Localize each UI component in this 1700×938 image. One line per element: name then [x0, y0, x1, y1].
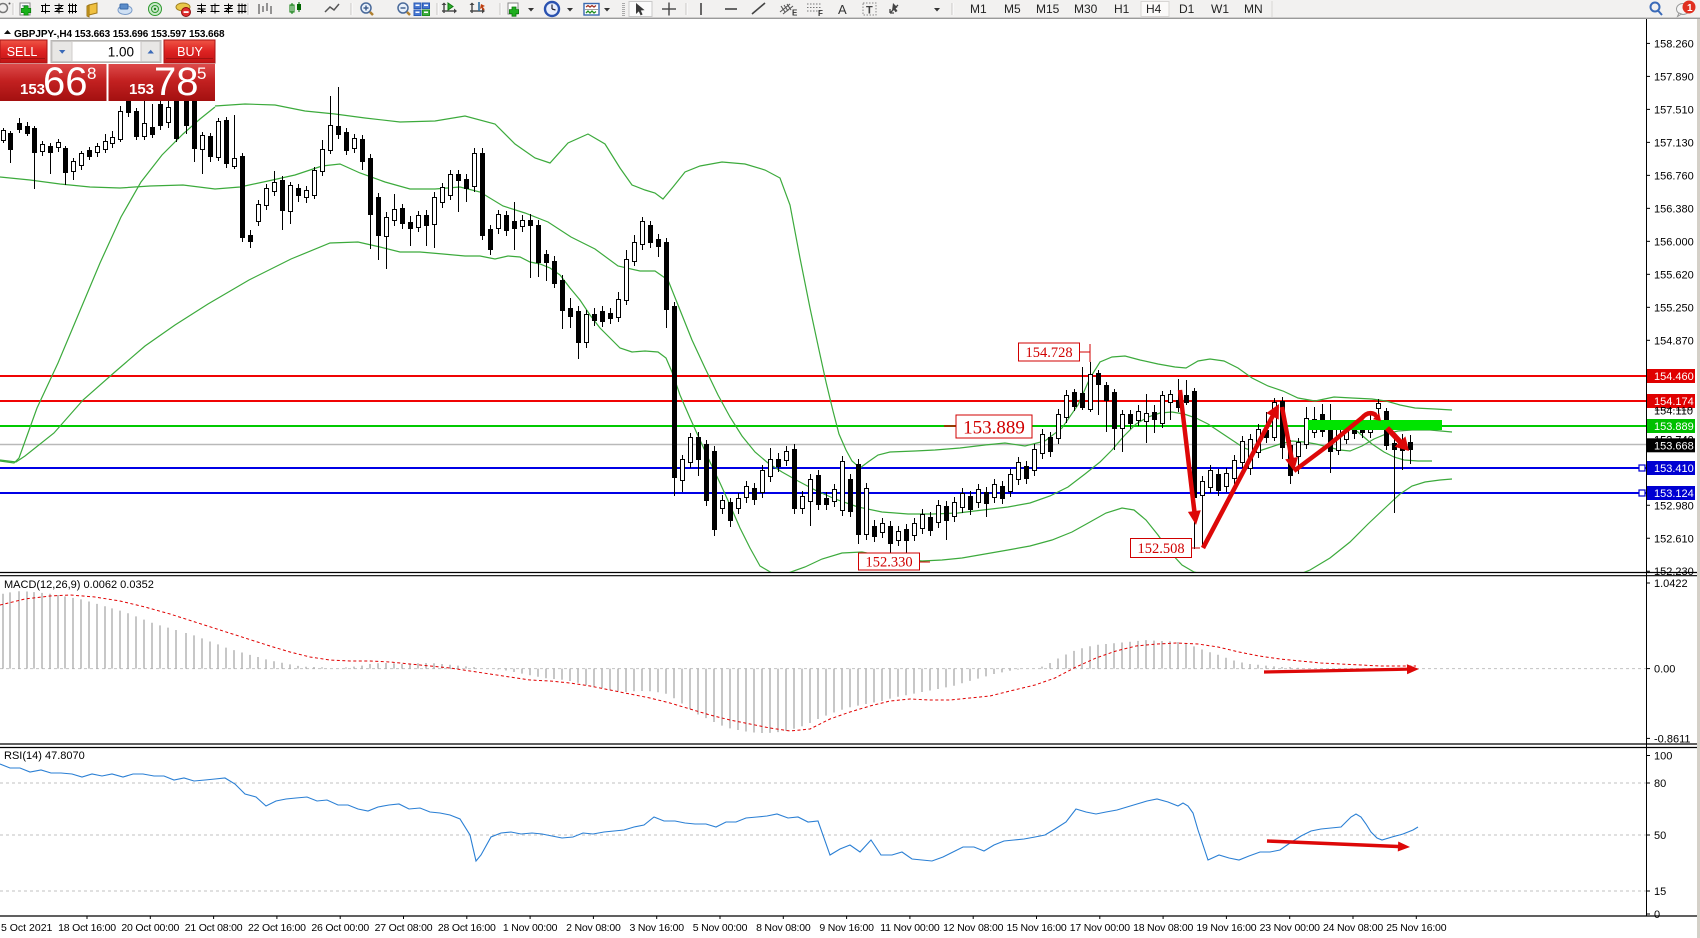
svg-text:W1: W1	[1211, 2, 1229, 16]
svg-text:RSI(14) 47.8070: RSI(14) 47.8070	[4, 750, 85, 762]
svg-text:22 Oct 16:00: 22 Oct 16:00	[248, 922, 306, 934]
svg-text:M15: M15	[1036, 2, 1060, 16]
svg-text:152.610: 152.610	[1654, 533, 1694, 545]
svg-text:1.0422: 1.0422	[1654, 578, 1688, 590]
svg-text:5: 5	[197, 64, 206, 83]
svg-text:1: 1	[1687, 3, 1693, 14]
svg-text:E: E	[792, 9, 798, 18]
svg-text:66: 66	[43, 60, 88, 104]
svg-text:8: 8	[87, 64, 96, 83]
svg-text:D1: D1	[1179, 2, 1195, 16]
svg-text:153.124: 153.124	[1654, 488, 1694, 500]
svg-text:154.728: 154.728	[1025, 345, 1072, 361]
svg-text:A: A	[838, 2, 847, 17]
svg-text:9 Nov 16:00: 9 Nov 16:00	[819, 922, 874, 934]
svg-text:28 Oct 16:00: 28 Oct 16:00	[438, 922, 496, 934]
svg-text:M1: M1	[970, 2, 987, 16]
svg-text:80: 80	[1654, 778, 1666, 790]
svg-text:18 Oct 16:00: 18 Oct 16:00	[58, 922, 116, 934]
svg-text:156.000: 156.000	[1654, 236, 1694, 248]
svg-text:155.620: 155.620	[1654, 269, 1694, 281]
svg-text:H1: H1	[1114, 2, 1130, 16]
svg-text:153.889: 153.889	[963, 417, 1025, 438]
svg-text:BUY: BUY	[177, 45, 203, 59]
svg-text:21 Oct 08:00: 21 Oct 08:00	[185, 922, 243, 934]
svg-text:153: 153	[129, 81, 154, 98]
svg-text:153.410: 153.410	[1654, 463, 1694, 475]
svg-text:1.00: 1.00	[108, 45, 134, 60]
svg-text:0: 0	[1654, 909, 1660, 921]
svg-text:3 Nov 16:00: 3 Nov 16:00	[629, 922, 684, 934]
svg-text:5 Oct 2021: 5 Oct 2021	[1, 922, 53, 934]
svg-text:11 Nov 00:00: 11 Nov 00:00	[880, 922, 940, 934]
svg-text:156.380: 156.380	[1654, 203, 1694, 215]
svg-text:50: 50	[1654, 830, 1666, 842]
svg-text:153.889: 153.889	[1654, 421, 1694, 433]
svg-text:78: 78	[154, 60, 199, 104]
svg-text:1 Nov 00:00: 1 Nov 00:00	[503, 922, 558, 934]
svg-text:154.174: 154.174	[1654, 396, 1694, 408]
svg-text:153: 153	[20, 81, 45, 98]
svg-text:154.460: 154.460	[1654, 371, 1694, 383]
svg-text:17 Nov 00:00: 17 Nov 00:00	[1070, 922, 1130, 934]
svg-text:15: 15	[1654, 886, 1666, 898]
svg-text:H4: H4	[1146, 2, 1162, 16]
svg-text:M5: M5	[1004, 2, 1021, 16]
svg-text:157.510: 157.510	[1654, 104, 1694, 116]
svg-text:158.260: 158.260	[1654, 38, 1694, 50]
svg-text:20 Oct 00:00: 20 Oct 00:00	[121, 922, 179, 934]
svg-text:19 Nov 16:00: 19 Nov 16:00	[1196, 922, 1256, 934]
svg-text:157.890: 157.890	[1654, 71, 1694, 83]
svg-text:0.00: 0.00	[1654, 664, 1675, 676]
svg-text:152.508: 152.508	[1137, 541, 1184, 557]
svg-text:154.110: 154.110	[1654, 405, 1693, 417]
svg-text:15 Nov 16:00: 15 Nov 16:00	[1006, 922, 1066, 934]
svg-text:152.230: 152.230	[1654, 566, 1694, 578]
svg-text:23 Nov 00:00: 23 Nov 00:00	[1260, 922, 1320, 934]
svg-text:SELL: SELL	[7, 45, 38, 59]
svg-text:24 Nov 08:00: 24 Nov 08:00	[1323, 922, 1383, 934]
svg-text:GBPJPY-,H4 153.663 153.696 15: GBPJPY-,H4 153.663 153.696 153.597 153.6…	[14, 29, 225, 40]
svg-text:157.130: 157.130	[1654, 137, 1694, 149]
svg-text:100: 100	[1654, 751, 1672, 763]
svg-text:MN: MN	[1244, 2, 1263, 16]
svg-text:2 Nov 08:00: 2 Nov 08:00	[566, 922, 621, 934]
svg-text:26 Oct 00:00: 26 Oct 00:00	[311, 922, 369, 934]
svg-text:152.330: 152.330	[865, 555, 912, 571]
svg-text:152.980: 152.980	[1654, 500, 1694, 512]
svg-text:154.870: 154.870	[1654, 335, 1694, 347]
svg-text:156.760: 156.760	[1654, 170, 1694, 182]
svg-text:T: T	[866, 5, 873, 17]
svg-text:MACD(12,26,9) 0.0062 0.0352: MACD(12,26,9) 0.0062 0.0352	[4, 579, 154, 591]
svg-text:F: F	[818, 9, 823, 18]
svg-text:8 Nov 08:00: 8 Nov 08:00	[756, 922, 811, 934]
svg-text:-0.8611: -0.8611	[1654, 733, 1691, 745]
svg-text:M30: M30	[1074, 2, 1098, 16]
svg-text:153.668: 153.668	[1654, 440, 1694, 452]
svg-text:27 Oct 08:00: 27 Oct 08:00	[375, 922, 433, 934]
svg-text:12 Nov 08:00: 12 Nov 08:00	[943, 922, 1003, 934]
svg-text:25 Nov 16:00: 25 Nov 16:00	[1386, 922, 1446, 934]
svg-text:5 Nov 00:00: 5 Nov 00:00	[693, 922, 748, 934]
svg-text:155.250: 155.250	[1654, 302, 1694, 314]
svg-text:18 Nov 08:00: 18 Nov 08:00	[1133, 922, 1193, 934]
